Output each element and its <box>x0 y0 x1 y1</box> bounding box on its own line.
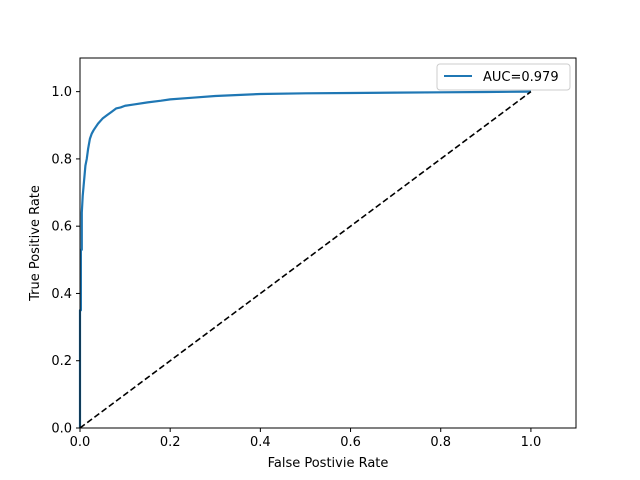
x-tick-label: 0.4 <box>250 435 271 450</box>
series-layer <box>78 90 532 429</box>
x-axis-label: False Postivie Rate <box>268 456 389 471</box>
x-tick-label: 0.2 <box>160 435 181 450</box>
x-axis-ticks: 0.0 0.2 0.4 0.6 0.8 1.0 <box>70 428 542 450</box>
y-tick-label: 0.8 <box>51 152 72 167</box>
y-tick-label: 1.0 <box>51 85 72 100</box>
legend-box <box>436 63 571 91</box>
y-tick-label: 0.0 <box>51 422 72 437</box>
legend: AUC=0.979 <box>436 63 571 91</box>
y-tick-label: 0.4 <box>51 287 72 302</box>
roc-curve-line <box>78 90 531 428</box>
x-tick-label: 0.6 <box>340 435 361 450</box>
chance-diagonal-line <box>79 90 532 429</box>
x-tick-label: 1.0 <box>521 435 542 450</box>
y-axis-ticks: 0.0 0.2 0.4 0.6 0.8 1.0 <box>51 85 80 437</box>
y-tick-label: 0.2 <box>51 354 72 369</box>
x-tick-label: 0.0 <box>70 435 91 450</box>
x-tick-label: 0.8 <box>430 435 451 450</box>
plot-frame <box>79 57 577 429</box>
y-axis-label: True Positive Rate <box>28 185 43 302</box>
legend-entry-label: AUC=0.979 <box>483 70 559 85</box>
y-tick-label: 0.6 <box>51 220 72 235</box>
